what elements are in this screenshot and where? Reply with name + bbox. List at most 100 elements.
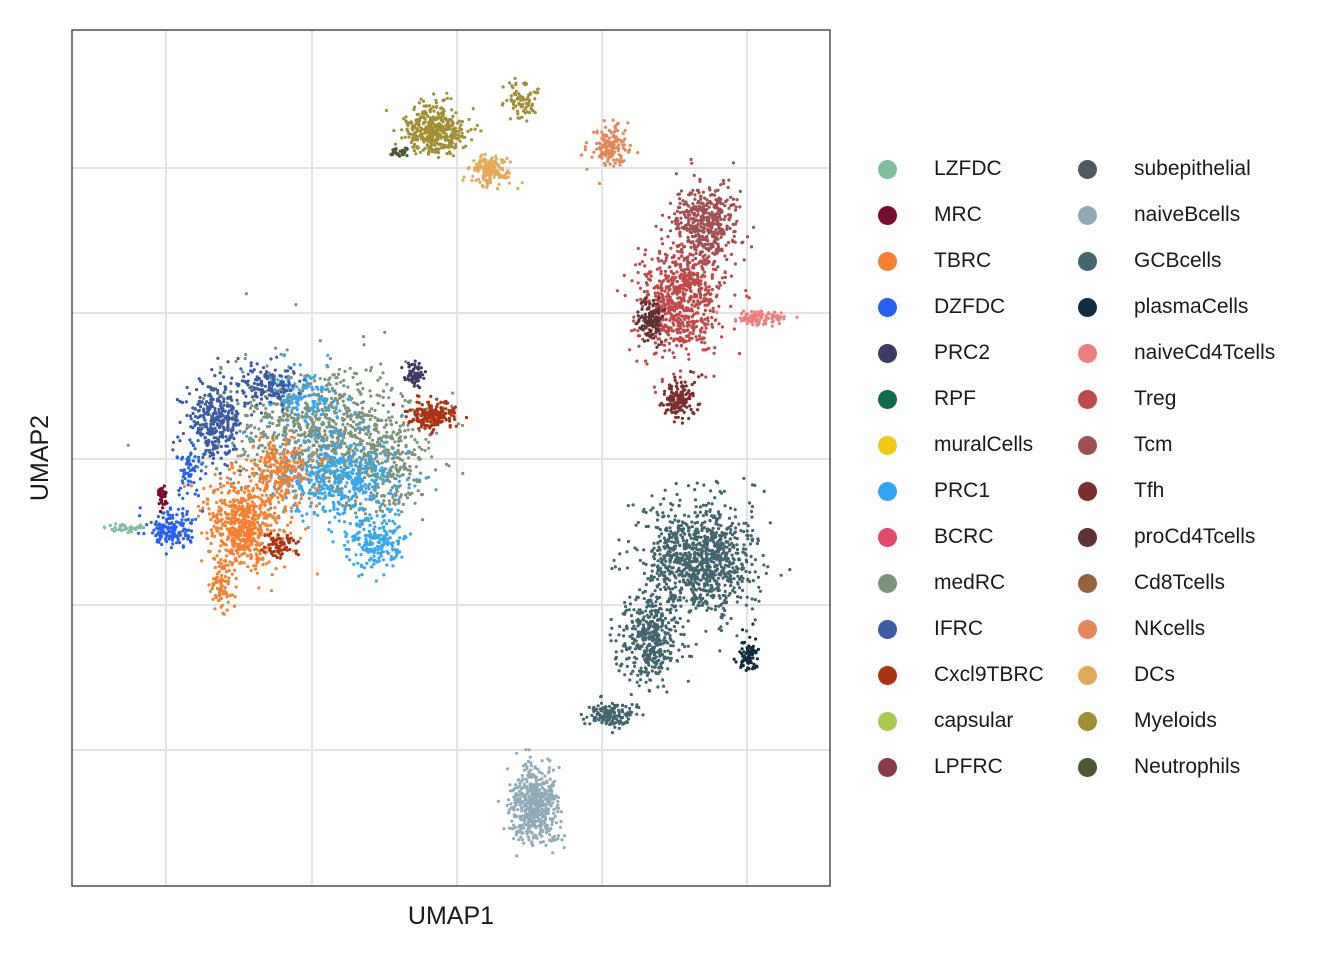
scatter-point xyxy=(238,531,242,535)
scatter-point xyxy=(348,489,352,494)
scatter-point xyxy=(297,438,301,443)
scatter-point xyxy=(712,544,717,548)
scatter-point xyxy=(374,483,378,487)
scatter-point xyxy=(325,438,329,442)
scatter-point xyxy=(297,392,301,396)
scatter-point xyxy=(231,552,236,556)
scatter-point xyxy=(419,471,423,475)
scatter-point xyxy=(317,491,321,495)
scatter-point xyxy=(259,419,263,423)
scatter-point xyxy=(332,399,336,403)
scatter-point xyxy=(659,566,663,570)
scatter-point xyxy=(258,557,262,561)
scatter-point xyxy=(325,425,329,429)
scatter-point xyxy=(254,434,258,439)
scatter-point xyxy=(183,532,187,536)
scatter-point xyxy=(207,507,211,511)
scatter-point xyxy=(610,567,614,571)
scatter-point xyxy=(289,366,293,370)
scatter-point xyxy=(376,544,380,549)
scatter-point xyxy=(324,408,328,412)
scatter-point xyxy=(355,495,359,499)
scatter-point xyxy=(375,491,379,496)
scatter-point xyxy=(376,378,380,382)
scatter-point xyxy=(668,558,672,562)
scatter-point xyxy=(217,410,221,414)
scatter-point xyxy=(717,544,722,549)
scatter-point xyxy=(196,426,200,430)
scatter-point xyxy=(358,519,362,523)
scatter-point xyxy=(216,422,220,426)
scatter-point xyxy=(222,484,226,488)
scatter-point xyxy=(402,376,407,380)
scatter-point xyxy=(231,543,235,548)
scatter-point xyxy=(320,464,324,468)
scatter-point xyxy=(376,499,380,503)
scatter-point xyxy=(691,582,695,586)
scatter-point xyxy=(306,478,310,482)
scatter-point xyxy=(156,515,160,519)
scatter-point xyxy=(328,487,332,492)
scatter-point xyxy=(299,428,303,432)
scatter-point xyxy=(689,587,693,591)
scatter-point xyxy=(396,542,400,546)
scatter-point xyxy=(300,396,304,400)
scatter-point xyxy=(346,385,350,389)
scatter-point xyxy=(342,412,346,416)
scatter-point xyxy=(393,451,397,455)
scatter-point xyxy=(282,426,286,430)
scatter-point xyxy=(417,427,421,431)
scatter-point xyxy=(342,403,346,408)
scatter-point xyxy=(180,518,184,522)
scatter-point xyxy=(208,407,212,411)
scatter-point xyxy=(358,506,362,510)
scatter-point xyxy=(276,496,280,500)
scatter-point xyxy=(378,468,382,473)
scatter-point xyxy=(751,579,756,583)
scatter-point xyxy=(162,511,166,515)
scatter-point xyxy=(423,426,427,430)
scatter-point xyxy=(397,513,401,517)
scatter-point xyxy=(662,577,666,581)
scatter-point xyxy=(211,404,215,409)
scatter-point xyxy=(219,584,223,588)
scatter-point xyxy=(381,558,385,562)
scatter-point xyxy=(200,559,204,563)
scatter-point xyxy=(331,493,335,498)
scatter-point xyxy=(348,558,352,562)
scatter-point xyxy=(609,617,613,622)
scatter-point xyxy=(266,474,270,478)
scatter-point xyxy=(373,416,377,420)
scatter-point xyxy=(330,432,334,436)
scatter-point xyxy=(308,463,313,468)
scatter-point xyxy=(725,621,729,626)
scatter-point xyxy=(732,586,736,590)
scatter-point xyxy=(259,497,263,501)
scatter-point xyxy=(229,504,233,509)
scatter-point xyxy=(227,512,231,516)
scatter-point xyxy=(349,463,353,467)
scatter-point xyxy=(394,421,398,425)
scatter-point xyxy=(159,530,164,534)
scatter-point xyxy=(701,557,705,561)
scatter-point xyxy=(242,551,247,556)
scatter-point xyxy=(213,444,217,448)
scatter-point xyxy=(690,577,694,581)
scatter-point xyxy=(400,413,404,417)
scatter-point xyxy=(330,530,334,534)
scatter-point xyxy=(697,600,701,605)
scatter-point xyxy=(337,490,341,494)
scatter-point xyxy=(684,565,689,570)
scatter-point xyxy=(613,565,618,569)
scatter-point xyxy=(414,379,419,383)
scatter-point xyxy=(186,537,190,541)
scatter-point xyxy=(369,366,373,370)
scatter-point xyxy=(229,381,233,385)
scatter-point xyxy=(680,570,684,574)
scatter-point xyxy=(193,423,197,427)
scatter-point xyxy=(239,496,244,500)
scatter-point xyxy=(297,446,301,450)
scatter-point xyxy=(737,522,741,526)
scatter-point xyxy=(293,501,297,505)
scatter-point xyxy=(460,423,465,427)
